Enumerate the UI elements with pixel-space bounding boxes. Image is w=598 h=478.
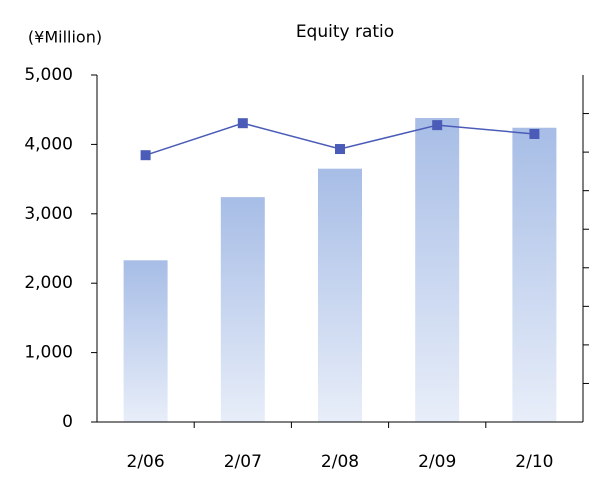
bar bbox=[220, 197, 265, 422]
line-marker bbox=[335, 144, 345, 155]
bar bbox=[318, 168, 362, 422]
line-marker bbox=[529, 128, 540, 139]
y-tick-label: 2,000 bbox=[24, 273, 73, 293]
y-tick-label: 5,000 bbox=[24, 65, 73, 85]
chart-title: Equity ratio bbox=[296, 22, 394, 42]
line-marker bbox=[432, 120, 443, 131]
line-marker bbox=[237, 118, 248, 129]
line-marker bbox=[140, 150, 151, 161]
y-unit-label: (¥Million) bbox=[28, 28, 102, 47]
y-tick-label: 3,000 bbox=[24, 204, 73, 224]
bar bbox=[123, 260, 168, 422]
bar bbox=[512, 127, 557, 422]
y-tick-label: 4,000 bbox=[24, 134, 73, 154]
y-tick-label: 1,000 bbox=[24, 343, 73, 363]
x-tick-label: 2/07 bbox=[224, 452, 262, 472]
x-tick-label: 2/10 bbox=[515, 452, 553, 472]
y-tick-label: 0 bbox=[62, 412, 73, 432]
x-tick-label: 2/09 bbox=[418, 452, 456, 472]
x-tick-label: 2/06 bbox=[127, 452, 165, 472]
bar bbox=[415, 118, 460, 422]
x-tick-label: 2/08 bbox=[321, 452, 359, 472]
